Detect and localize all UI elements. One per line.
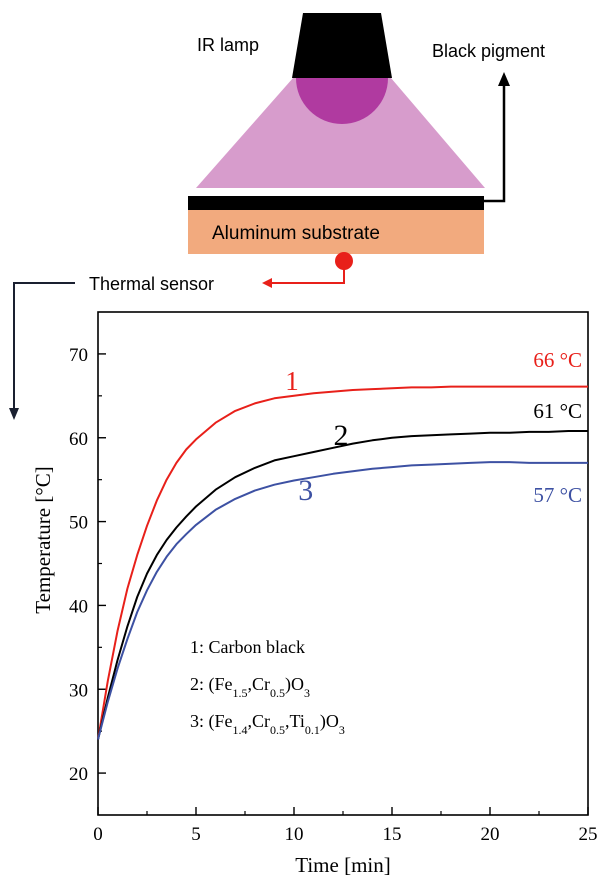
pigment-pointer-line [484,84,506,203]
legend: 1: Carbon black 2: (Fe1.5,Cr0.5)O3 3: (F… [190,637,345,737]
ir-lamp-icon [292,13,392,78]
aluminum-substrate [188,210,484,254]
series-line-2 [97,430,588,740]
black-pigment-layer [188,196,484,210]
legend-entry-3: 3: (Fe1.4,Cr0.5,Ti0.1)O3 [190,711,345,737]
x-axis-label: Time [min] [295,853,390,877]
x-tick-label: 10 [285,824,304,845]
series-end-label-1: 66 °C [533,348,582,372]
y-tick-label: 50 [69,513,88,534]
thermal-sensor-label: Thermal sensor [89,274,214,294]
black-pigment-label: Black pigment [432,41,545,61]
y-axis-label: Temperature [°C] [31,466,55,613]
sensor-to-chart-arrowhead [9,408,19,420]
x-tick-label: 0 [93,824,103,845]
series-line-1 [97,385,588,740]
series-number-label-1: 1 [285,366,299,396]
legend-entry-2: 2: (Fe1.5,Cr0.5)O3 [190,674,310,700]
x-axis-ticks: 0 5 10 15 20 25 [93,807,598,845]
series-end-label-2: 61 °C [533,399,582,423]
y-tick-label: 20 [69,764,88,785]
sensor-arrowhead [262,278,272,288]
series-end-labels: 1 66 °C 2 61 °C 3 57 °C [285,348,582,507]
setup-diagram: IR lamp Aluminum substrate Black pigment… [9,13,545,420]
thermal-sensor [335,252,353,270]
data-series [97,385,588,740]
series-line-3 [97,461,588,740]
x-tick-label: 20 [481,824,500,845]
series-end-label-3: 57 °C [533,483,582,507]
series-number-label-2: 2 [334,419,349,452]
substrate-label: Aluminum substrate [212,223,380,244]
ir-lamp-label: IR lamp [197,35,259,55]
y-tick-label: 70 [69,345,88,366]
x-tick-label: 25 [579,824,598,845]
x-tick-label: 15 [383,824,402,845]
y-tick-label: 30 [69,680,88,701]
ir-beam [196,78,485,188]
sensor-to-chart-pointer [13,282,75,408]
temperature-chart: 0 5 10 15 20 25 20 30 40 50 60 70 1 66 °C 2 61 °C 3 57 … [31,311,598,877]
lamp-glow [296,78,388,124]
y-axis-ticks: 20 30 40 50 60 70 [69,345,106,785]
legend-entry-1: 1: Carbon black [190,637,305,657]
pigment-pointer-arrowhead [498,72,510,86]
x-tick-label: 5 [191,824,201,845]
sensor-arrow-line [272,266,345,284]
y-tick-label: 60 [69,429,88,450]
series-number-label-3: 3 [298,474,313,507]
y-tick-label: 40 [69,596,88,617]
